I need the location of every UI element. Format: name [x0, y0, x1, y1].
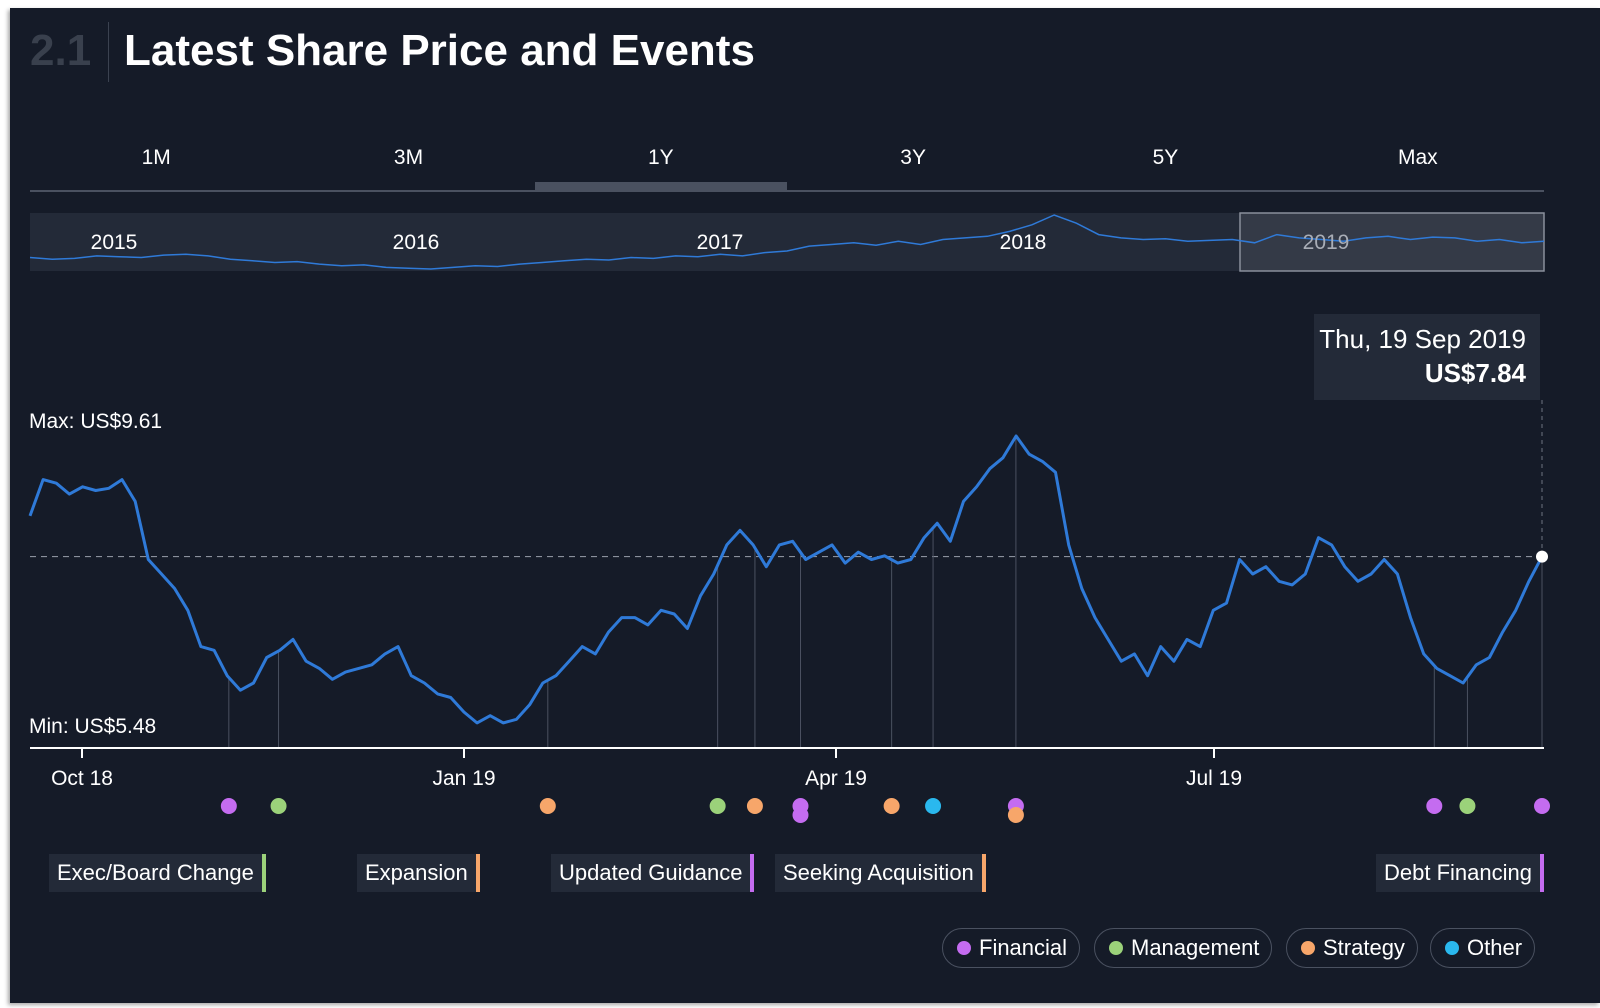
min-label: Min: US$5.48 — [29, 715, 156, 738]
event-dot-strategy[interactable] — [1007, 807, 1024, 823]
x-tick-label: Jul 19 — [1186, 767, 1242, 790]
navigator-selection[interactable] — [1239, 212, 1545, 272]
page-title: Latest Share Price and Events — [124, 26, 755, 75]
legend-strategy[interactable]: Strategy — [1286, 928, 1418, 968]
current-price-marker — [1536, 550, 1548, 563]
event-dot-financial[interactable] — [792, 807, 809, 823]
event-dot-strategy[interactable] — [539, 798, 556, 814]
title-divider — [108, 22, 109, 82]
event-dot-management[interactable] — [709, 798, 726, 814]
legend-management[interactable]: Management — [1094, 928, 1273, 968]
event-dot-other[interactable] — [925, 798, 942, 814]
event-label-updated-guidance[interactable]: Updated Guidance — [551, 854, 755, 892]
event-dot-strategy[interactable] — [746, 798, 763, 814]
legend-dot — [1301, 941, 1315, 955]
event-label-exec-board-change[interactable]: Exec/Board Change — [49, 854, 266, 892]
legend-other[interactable]: Other — [1430, 928, 1536, 968]
event-dot-management[interactable] — [1459, 798, 1476, 814]
section-number: 2.1 — [30, 26, 92, 75]
legend-dot — [957, 941, 971, 955]
tooltip-price: US$7.84 — [1424, 358, 1526, 388]
event-dot-financial[interactable] — [1534, 798, 1550, 814]
legend-label: Other — [1467, 935, 1523, 960]
event-dot-financial[interactable] — [1426, 798, 1443, 814]
nav-year-label: 2016 — [393, 231, 440, 254]
tab-3y[interactable]: 3Y — [900, 146, 926, 169]
x-tick-label: Apr 19 — [805, 767, 867, 790]
navigator-background — [30, 213, 1544, 271]
range-tabs: 1M 3M 1Y 3Y 5Y Max — [30, 138, 1544, 192]
legend-label: Strategy — [1323, 935, 1405, 960]
nav-year-label: 2015 — [91, 231, 138, 254]
price-tooltip: Thu, 19 Sep 2019 US$7.84 — [1314, 314, 1540, 400]
event-dot-management[interactable] — [270, 798, 287, 814]
x-tick-label: Jan 19 — [432, 767, 495, 790]
event-stems — [228, 436, 1543, 748]
legend-financial[interactable]: Financial — [942, 928, 1081, 968]
legend-dot — [1109, 941, 1123, 955]
nav-year-label: 2017 — [697, 231, 744, 254]
event-label-debt-financing[interactable]: Debt Financing — [1376, 854, 1544, 892]
event-dot-strategy[interactable] — [883, 798, 900, 814]
nav-year-label: 2019 — [1303, 231, 1350, 254]
tab-1m[interactable]: 1M — [141, 146, 171, 169]
legend-label: Financial — [979, 935, 1068, 960]
tab-1y[interactable]: 1Y — [534, 138, 788, 190]
tab-3m[interactable]: 3M — [393, 146, 424, 169]
tab-5y[interactable]: 5Y — [1152, 146, 1179, 169]
navigator-line — [29, 214, 1545, 270]
event-label-seeking-acquisition[interactable]: Seeking Acquisition — [775, 854, 986, 892]
price-line — [28, 434, 1544, 725]
tab-max[interactable]: Max — [1397, 146, 1438, 169]
event-dot-financial[interactable] — [220, 798, 237, 814]
tooltip-date: Thu, 19 Sep 2019 — [1319, 324, 1526, 354]
event-label-expansion[interactable]: Expansion — [357, 854, 480, 892]
nav-year-label: 2018 — [1000, 231, 1047, 254]
legend-dot — [1445, 941, 1459, 955]
x-tick-label: Oct 18 — [51, 767, 113, 790]
chart-svg: 2015 2016 2017 2018 2019 Max: US$9.61 Mi… — [28, 212, 1550, 823]
legend-label: Management — [1131, 935, 1260, 960]
max-label: Max: US$9.61 — [29, 410, 162, 433]
share-price-panel: 2.1 Latest Share Price and Events 1M 3M … — [10, 8, 1600, 1003]
event-dots — [220, 798, 1550, 823]
